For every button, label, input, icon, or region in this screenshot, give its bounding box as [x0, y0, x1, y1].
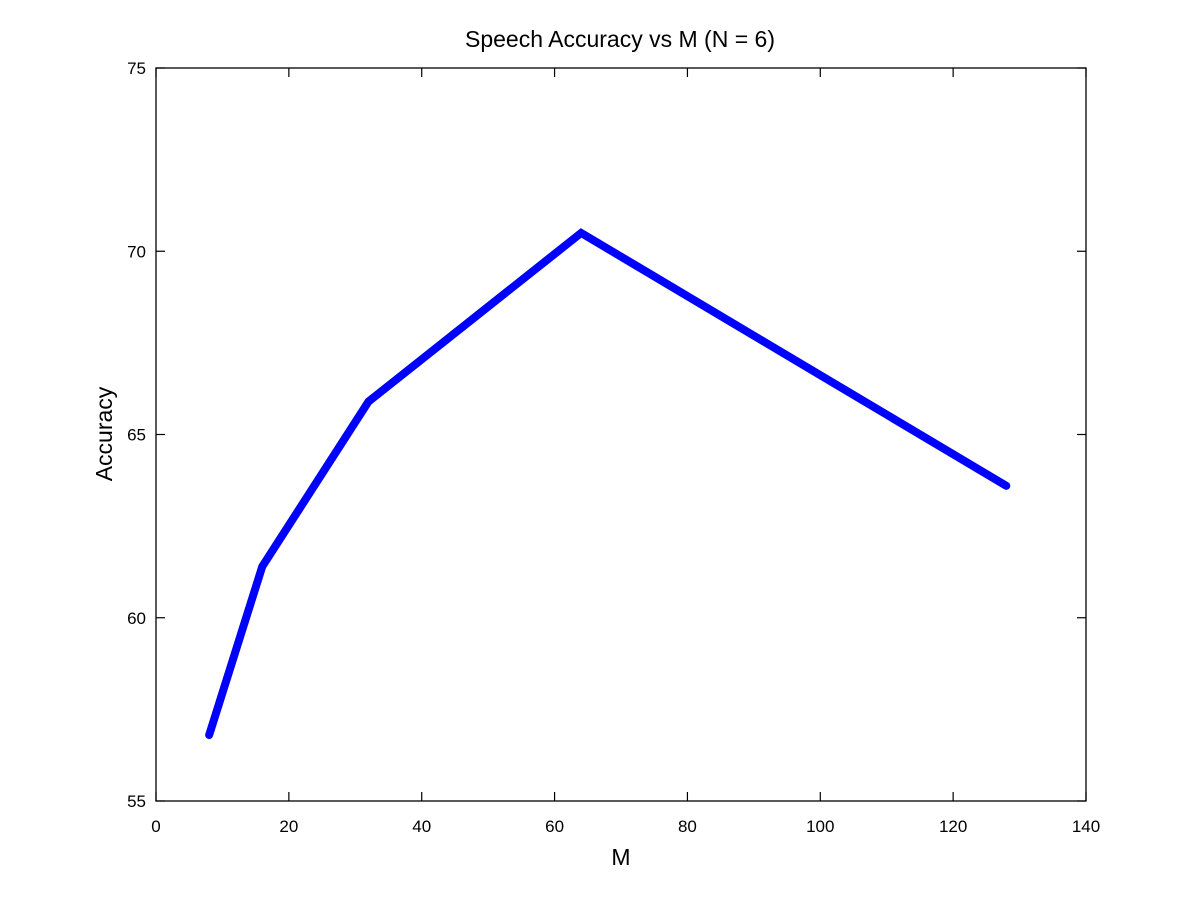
series-line	[205, 228, 1011, 740]
y-tick-label: 60	[127, 609, 146, 628]
y-tick-label: 70	[127, 242, 146, 261]
x-tick-label: 0	[151, 817, 160, 836]
y-axis-title: Accuracy	[91, 386, 117, 481]
x-tick-label: 80	[678, 817, 697, 836]
chart-title: Speech Accuracy vs M (N = 6)	[465, 26, 775, 52]
x-tick-label: 140	[1072, 817, 1100, 836]
x-tick-label: 20	[279, 817, 298, 836]
x-axis-title: M	[611, 844, 630, 870]
y-tick-label: 55	[127, 792, 146, 811]
x-tick-label: 40	[412, 817, 431, 836]
x-tick-label: 120	[939, 817, 967, 836]
plot-area-frame	[155, 67, 1087, 802]
x-tick-label: 60	[545, 817, 564, 836]
y-tick-label: 75	[127, 59, 146, 78]
y-tick-label: 65	[127, 426, 146, 445]
plot-series	[205, 228, 1011, 740]
x-tick-label: 100	[806, 817, 834, 836]
axis-ticks: 0 20 40 60 80 100 120 140 55 60 65 70 75	[127, 59, 1100, 836]
